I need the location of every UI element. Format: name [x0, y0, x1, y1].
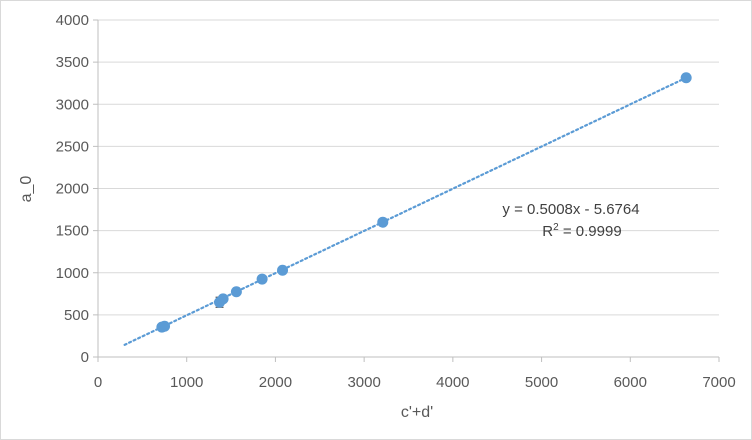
y-tick-label: 0 [81, 349, 89, 366]
data-point [256, 273, 268, 285]
x-tick-label: 5000 [525, 374, 558, 391]
data-point [159, 320, 171, 332]
y-tick-label: 3000 [56, 96, 89, 113]
trendline [123, 76, 688, 346]
x-tick-label: 4000 [436, 374, 469, 391]
gridlines [98, 19, 719, 316]
y-tick-label: 1000 [56, 265, 89, 282]
data-point [230, 286, 242, 298]
data-points [156, 72, 692, 333]
y-tick-label: 1500 [56, 223, 89, 240]
x-tick-label: 1000 [170, 374, 203, 391]
x-tick-label: 3000 [347, 374, 380, 391]
r-squared-label: R2 = 0.9999 [542, 222, 621, 240]
y-tick-label: 2500 [56, 138, 89, 155]
data-point [277, 264, 289, 276]
r-squared-prefix: R [542, 223, 553, 240]
x-tick-label: 6000 [614, 374, 647, 391]
r-squared-value: = 0.9999 [559, 223, 622, 240]
trendline-equation: y = 0.5008x - 5.6764 [502, 201, 639, 218]
data-point [217, 293, 229, 305]
y-tick-label: 4000 [56, 12, 89, 29]
trendline-layer [123, 76, 688, 346]
y-axis-title: a_0 [18, 176, 35, 203]
y-tick-label: 2000 [56, 181, 89, 198]
x-axis-title: c'+d' [401, 404, 433, 421]
r-squared-superscript: 2 [553, 222, 559, 233]
y-tick-label: 3500 [56, 54, 89, 71]
axes: 0 500 1000 1500 2000 2500 3000 3500 4000 0 1000 200… [56, 12, 736, 391]
x-tick-label: 7000 [702, 374, 735, 391]
data-point [680, 72, 692, 84]
x-tick-label: 0 [94, 374, 102, 391]
y-tick-label: 500 [64, 307, 89, 324]
data-point [377, 216, 389, 228]
x-tick-label: 2000 [259, 374, 292, 391]
